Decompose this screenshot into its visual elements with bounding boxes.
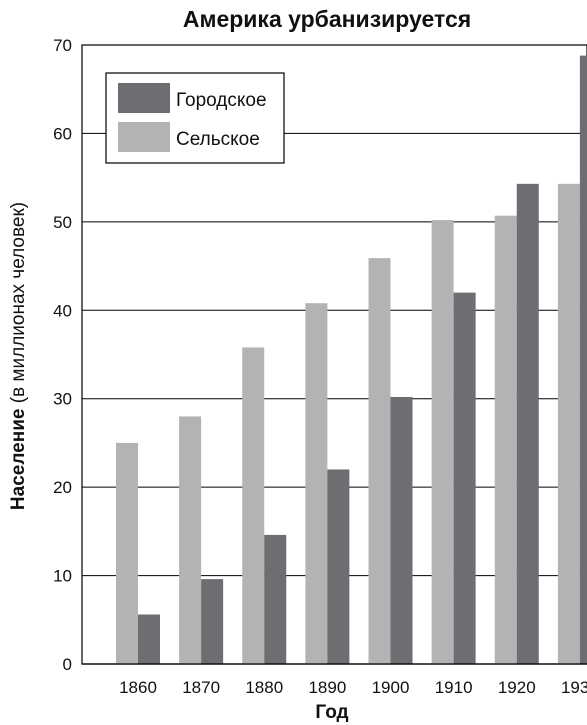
bar-urban-1890 [327,469,350,664]
x-tick-labels: 1860 1870 1880 1890 1900 1910 1920 1930 [119,678,587,697]
bar-urban-1870 [201,579,224,664]
y-axis-title-main: Население [8,409,29,511]
y-tick-label: 70 [53,36,72,55]
bar-urban-1930 [579,55,587,664]
legend: Городское Сельское [105,72,285,164]
legend-label-rural: Сельское [176,129,260,150]
chart-title: Америка урбанизируется [183,6,471,32]
x-tick-label: 1860 [119,678,157,697]
x-tick-label: 1910 [435,678,473,697]
x-tick-label: 1870 [182,678,220,697]
bar-urban-1910 [453,292,476,664]
legend-label-urban: Городское [176,90,267,111]
x-tick-label: 1900 [372,678,410,697]
bar-rural-1900 [368,258,391,664]
legend-swatch-rural [118,122,170,152]
x-tick-label: 1930 [561,678,587,697]
y-tick-label: 20 [53,478,72,497]
y-tick-label: 0 [63,655,72,674]
bar-urban-1860 [138,614,160,664]
y-axis-title-unit: (в миллионах человек) [8,202,29,409]
y-tick-label: 10 [53,567,72,586]
x-tick-label: 1920 [498,678,536,697]
y-tick-label: 40 [53,301,72,320]
y-tick-label: 30 [53,390,72,409]
x-axis-title: Год [315,702,348,723]
x-tick-label: 1890 [308,678,346,697]
y-axis-title: Население (в миллионах человек) [8,202,29,510]
bar-urban-1900 [390,396,413,664]
y-tick-label: 60 [53,124,72,143]
bar-rural-1880 [242,347,265,664]
y-tick-labels: 0 10 20 30 40 50 60 70 [53,36,72,674]
bar-rural-1890 [305,303,328,664]
x-tick-label: 1880 [245,678,283,697]
bar-rural-1870 [179,416,202,664]
y-tick-label: 50 [53,213,72,232]
bar-rural-1910 [431,220,454,665]
legend-swatch-urban [118,83,170,113]
bar-rural-1930 [557,183,580,664]
bars [116,55,587,665]
bar-rural-1860 [116,442,138,664]
bar-rural-1920 [494,215,517,664]
bar-urban-1920 [516,183,539,664]
bar-urban-1880 [264,534,287,664]
